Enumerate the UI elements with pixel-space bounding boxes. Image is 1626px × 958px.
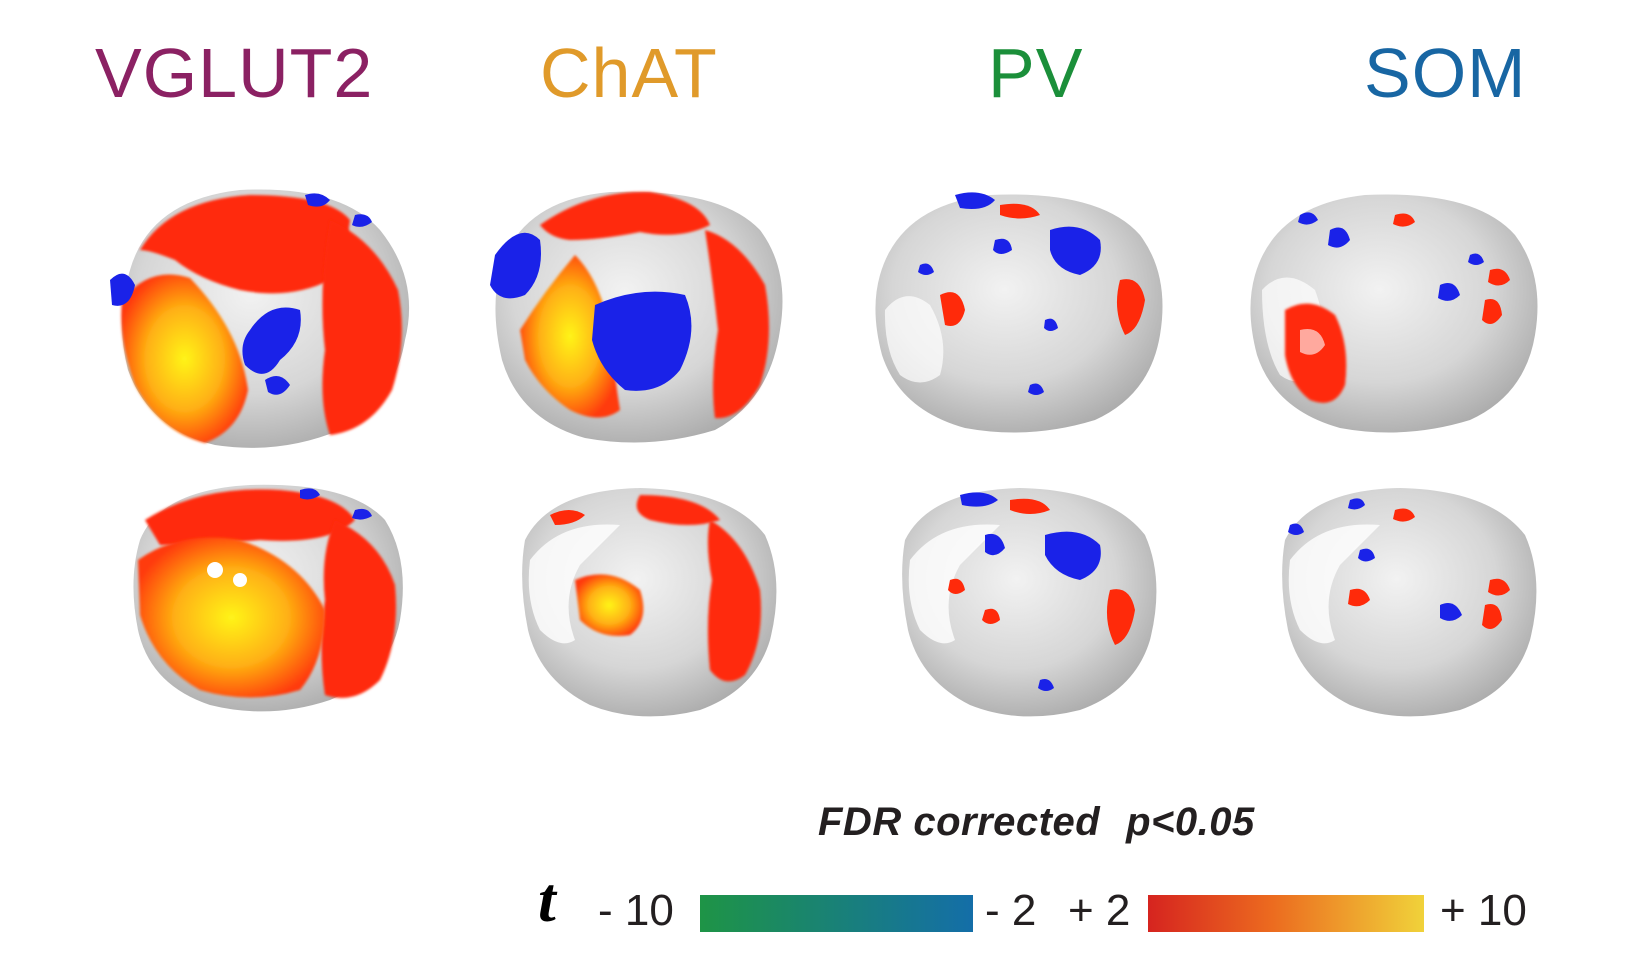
brain-som-cutaway <box>1282 488 1537 717</box>
brain-som-surface <box>1250 194 1538 433</box>
brain-vglut2-surface <box>110 189 410 448</box>
column-title-chat: ChAT <box>540 34 718 112</box>
brain-chat-cutaway <box>522 488 777 717</box>
legend-pos-max: + 10 <box>1440 886 1527 935</box>
column-title-pv: PV <box>988 34 1084 112</box>
legend-neg-min: - 10 <box>598 886 674 935</box>
brain-vglut2-cutaway <box>133 484 403 712</box>
brain-pv-cutaway <box>902 488 1157 717</box>
column-title-som: SOM <box>1364 34 1527 112</box>
t-stat-symbol: t <box>538 864 556 935</box>
fdr-label: FDR corrected p<0.05 <box>818 800 1255 845</box>
legend-neg-max: - 2 <box>985 886 1037 935</box>
positive-colorbar <box>1148 895 1424 932</box>
column-title-vglut2: VGLUT2 <box>95 34 374 112</box>
brain-chat-surface <box>490 191 783 443</box>
legend-pos-min: + 2 <box>1068 886 1131 935</box>
fdr-threshold: p<0.05 <box>1126 800 1255 844</box>
negative-colorbar <box>700 895 973 932</box>
brain-pv-surface <box>875 192 1163 433</box>
fdr-title: FDR corrected <box>818 800 1101 844</box>
